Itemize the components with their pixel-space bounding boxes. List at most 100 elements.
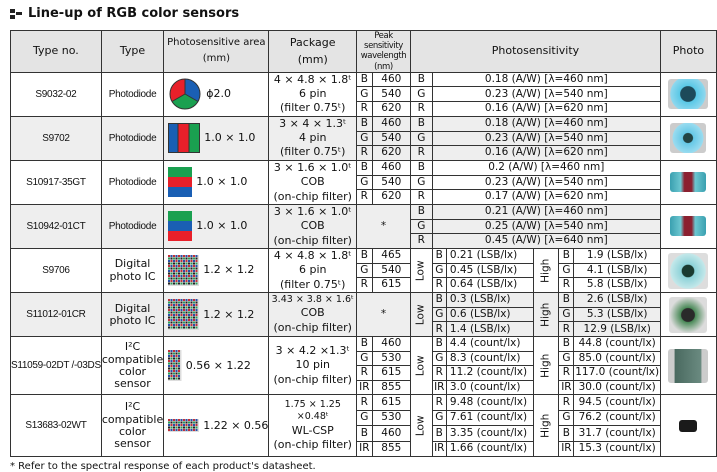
header-type-no: Type no. xyxy=(10,30,102,73)
peak-wavelength-value: 615 xyxy=(371,277,411,294)
high-gain-label: High xyxy=(533,336,560,396)
sensitivity-value: 0.18 (A/W) [λ=460 nm] xyxy=(431,71,661,88)
peak-wavelength-value: 855 xyxy=(371,440,411,458)
mosaic-area-icon xyxy=(168,255,200,287)
area-cell: 1.0 × 1.0 xyxy=(163,115,270,161)
peak-wavelength-value: 460 xyxy=(371,336,411,352)
photo-cell xyxy=(659,336,717,396)
low-sensitivity-value: 0.21 (LSB/lx) xyxy=(445,248,535,264)
package-line: COB xyxy=(300,219,325,233)
mosaic-wide-area-icon xyxy=(168,418,200,433)
peak-channel: R xyxy=(356,394,373,411)
peak-wavelength-see-note: * xyxy=(356,292,411,338)
package-cell: 3 × 1.6 × 1.0ᵗ COB (on-chip filter) xyxy=(268,159,358,205)
type-cell: I²C compatible color sensor xyxy=(100,394,165,458)
high-channel: B xyxy=(558,336,575,352)
sensitivity-channel: R xyxy=(409,101,433,117)
cob-ic-chip-photo xyxy=(669,296,708,333)
low-gain-label: Low xyxy=(409,247,433,294)
peak-channel: B xyxy=(356,71,373,88)
peak-channel: R xyxy=(356,189,373,205)
section-bullet-icon xyxy=(10,8,22,19)
product-row-s11012-01cr: G 0.6 (LSB/lx) G 5.3 (LSB/lx) xyxy=(11,306,717,323)
header-type: Type xyxy=(100,30,165,73)
round-window-chip-photo xyxy=(668,79,709,110)
low-gain-label: Low xyxy=(409,336,433,396)
product-row-s9702: R 620 R 0.16 (A/W) [λ=620 nm] xyxy=(11,145,717,161)
low-sensitivity-value: 9.48 (count/lx) xyxy=(445,394,535,411)
package-line: 3.43 × 3.8 × 1.6ᵗ xyxy=(271,294,354,306)
low-label-text: Low xyxy=(414,415,427,436)
product-row-s11059-02dt: G 530 G 8.3 (count/lx) G 85.0 (count/lx) xyxy=(11,350,717,367)
high-sensitivity-value: 31.7 (count/lx) xyxy=(573,425,661,442)
section-title: Line-up of RGB color sensors xyxy=(10,6,239,21)
peak-wavelength-value: 540 xyxy=(371,174,411,191)
area-content: 0.56 × 1.22 xyxy=(165,350,268,382)
high-channel: IR xyxy=(558,440,575,458)
product-row-s9032-02: G 540 G 0.23 (A/W) [λ=540 nm] xyxy=(11,86,717,103)
peak-wavelength-value: 620 xyxy=(371,101,411,117)
sensitivity-value: 0.23 (A/W) [λ=540 nm] xyxy=(431,86,661,103)
area-content: 1.0 × 1.0 xyxy=(165,211,268,242)
photo-cell xyxy=(659,203,717,250)
low-sensitivity-value: 1.66 (count/lx) xyxy=(445,440,535,458)
package-line: 10 pin xyxy=(295,358,330,372)
photo-cell xyxy=(659,247,717,294)
low-channel: B xyxy=(431,248,447,264)
peak-channel: G xyxy=(356,86,373,103)
product-row-s13683-02wt: G 530 G 7.61 (count/lx) G 76.2 (count/lx) xyxy=(11,409,717,427)
header-package: Package (mm) xyxy=(268,30,358,73)
header-peak: Peak sensitivity wavelength (nm) xyxy=(356,30,411,73)
header-sensitivity: Photosensitivity xyxy=(409,30,661,73)
package-cell: 3.43 × 3.8 × 1.6ᵗ COB (on-chip filter) xyxy=(268,292,358,338)
sensitivity-value: 0.23 (A/W) [λ=540 nm] xyxy=(431,130,661,147)
type-no-cell: S10942-01CT xyxy=(10,203,102,250)
low-channel: G xyxy=(431,350,447,367)
package-cell: 1.75 × 1.25 ×0.48ᵗ WL-CSP (on-chip filter) xyxy=(268,394,358,458)
low-label-text: Low xyxy=(414,260,427,281)
package-line: 3 × 1.6 × 1.0ᵗ xyxy=(273,160,352,174)
peak-wavelength-value: 460 xyxy=(371,71,411,88)
low-gain-label: Low xyxy=(409,394,433,458)
ic-chip-photo xyxy=(668,252,709,289)
low-channel: B xyxy=(431,292,447,308)
peak-channel: R xyxy=(356,101,373,117)
area-cell: 0.56 × 1.22 xyxy=(163,336,270,396)
package-line: (filter 0.75ᵗ) xyxy=(280,145,346,159)
low-sensitivity-value: 0.45 (LSB/lx) xyxy=(445,262,535,279)
sensitivity-value: 0.21 (A/W) [λ=460 nm] xyxy=(431,203,661,220)
mosaic-area-icon xyxy=(168,299,200,331)
low-sensitivity-value: 7.61 (count/lx) xyxy=(445,409,535,427)
peak-wavelength-value: 540 xyxy=(371,86,411,103)
sensitivity-channel: R xyxy=(409,189,433,205)
sensitivity-channel: G xyxy=(409,130,433,147)
high-channel: G xyxy=(558,306,575,323)
peak-wavelength-value: 540 xyxy=(371,262,411,279)
high-sensitivity-value: 4.1 (LSB/lx) xyxy=(573,262,661,279)
sensitivity-value: 0.23 (A/W) [λ=540 nm] xyxy=(431,174,661,191)
peak-channel: B xyxy=(356,115,373,132)
high-channel: IR xyxy=(558,379,575,396)
product-row-s9702: S9702 Photodiode 1.0 × 1.0 3 × 4 × 1.3ᵗ 4 pi… xyxy=(10,115,717,161)
high-sensitivity-value: 5.8 (LSB/lx) xyxy=(573,277,661,294)
type-cell: Photodiode xyxy=(100,203,165,250)
area-value: 1.2 × 1.2 xyxy=(203,263,255,277)
area-cell: 1.22 × 0.56 xyxy=(163,394,270,458)
sensitivity-channel: B xyxy=(409,159,433,176)
high-channel: R xyxy=(558,321,575,338)
photo-cell xyxy=(659,394,717,458)
high-sensitivity-value: 12.9 (LSB/lx) xyxy=(573,321,661,338)
type-cell: Digital photo IC xyxy=(100,292,165,338)
product-row-s9032-02: S9032-02 Photodiode ϕ2.0 4 × 4.8 × 1.8ᵗ 6 pi… xyxy=(10,71,717,117)
peak-wavelength-value: 530 xyxy=(371,409,411,427)
low-channel: R xyxy=(431,321,447,338)
type-cell: Photodiode xyxy=(100,71,165,117)
package-cell: 3 × 1.6 × 1.0ᵗ COB (on-chip filter) xyxy=(268,203,358,250)
package-line: 6 pin xyxy=(298,87,327,101)
package-line: 4 × 4.8 × 1.8ᵗ xyxy=(273,72,352,86)
high-label-text: High xyxy=(539,353,552,378)
package-cell: 4 × 4.8 × 1.8ᵗ 6 pin (filter 0.75ᵗ) xyxy=(268,71,358,117)
product-row-s13683-02wt: IR 855 IR 1.66 (count/lx) IR 15.3 (count/lx) xyxy=(11,440,717,458)
tssop-chip-photo xyxy=(668,348,709,383)
high-sensitivity-value: 30.0 (count/lx) xyxy=(573,379,661,396)
